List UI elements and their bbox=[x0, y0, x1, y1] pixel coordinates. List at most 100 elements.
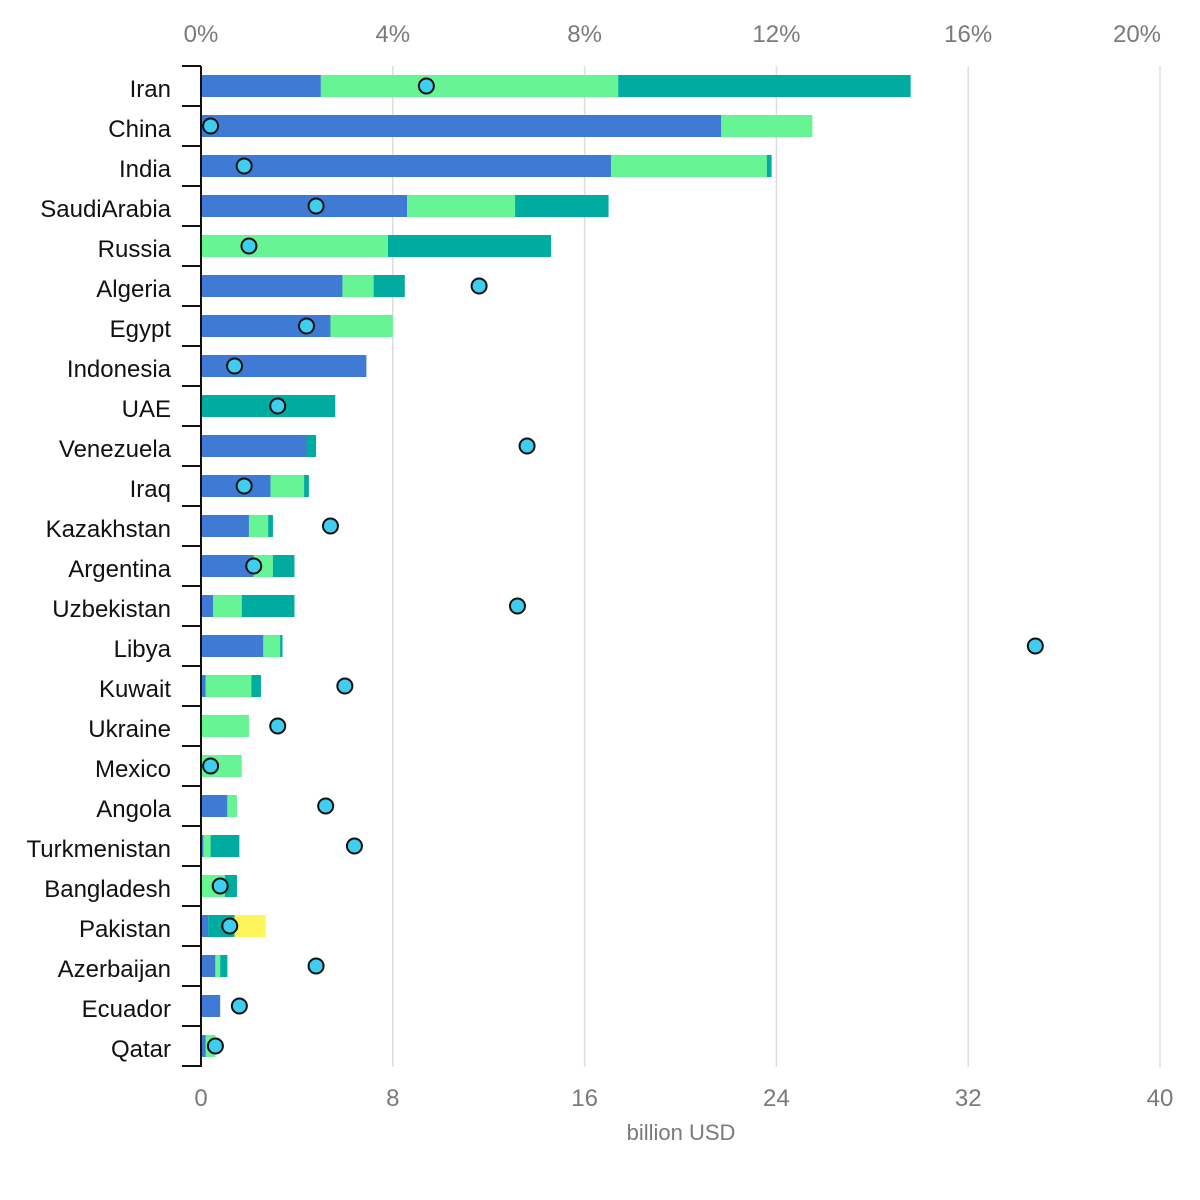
category-label: Mexico bbox=[95, 756, 171, 783]
category-label: Russia bbox=[98, 236, 172, 263]
top-tick-label: 8% bbox=[567, 21, 602, 48]
category-label: Uzbekistan bbox=[52, 596, 171, 623]
marker-point bbox=[321, 517, 339, 535]
bar-segment bbox=[388, 235, 552, 257]
marker-point bbox=[269, 717, 287, 735]
bar-segment bbox=[515, 195, 609, 217]
gridlines bbox=[392, 66, 1161, 1067]
marker-point bbox=[202, 757, 220, 775]
bar-segment bbox=[241, 595, 295, 617]
marker-point bbox=[307, 197, 325, 215]
bar-segment bbox=[330, 315, 393, 337]
marker-point bbox=[240, 237, 258, 255]
category-label: UAE bbox=[122, 396, 171, 423]
marker-point bbox=[1026, 637, 1044, 655]
category-label: SaudiArabia bbox=[40, 196, 171, 223]
bar-segment bbox=[201, 155, 611, 177]
bar-segment bbox=[618, 75, 911, 97]
marker-point bbox=[221, 917, 239, 935]
category-label: Ecuador bbox=[82, 996, 171, 1023]
x-axis-title: billion USD bbox=[627, 1120, 736, 1145]
category-label: Azerbaijan bbox=[58, 956, 171, 983]
category-label: Qatar bbox=[111, 1036, 171, 1063]
bar-segment bbox=[268, 515, 273, 537]
marker-point bbox=[336, 677, 354, 695]
bar-segment bbox=[203, 835, 211, 857]
category-label: Iran bbox=[130, 76, 171, 103]
bar-segment bbox=[212, 595, 242, 617]
bar-segment bbox=[272, 555, 295, 577]
bar-segment bbox=[201, 955, 216, 977]
marker-point bbox=[269, 397, 287, 415]
bar-segment bbox=[201, 555, 254, 577]
bar-segment bbox=[304, 475, 309, 497]
top-axis-ticks: 0% 4% 8% 12% 16% 20% bbox=[184, 21, 1161, 48]
bar-segment bbox=[251, 675, 261, 697]
bar-segment bbox=[201, 1035, 206, 1057]
markers bbox=[202, 77, 1044, 1055]
marker-point bbox=[307, 957, 325, 975]
category-label: Kuwait bbox=[99, 676, 171, 703]
x-tick-label: 16 bbox=[571, 1085, 598, 1112]
bar-segment bbox=[201, 235, 389, 257]
category-label: India bbox=[119, 156, 172, 183]
bar-segment bbox=[721, 115, 813, 137]
bar-segment bbox=[320, 75, 619, 97]
bar-segment bbox=[270, 475, 305, 497]
category-label: Angola bbox=[96, 796, 171, 823]
bar-segment bbox=[227, 795, 237, 817]
category-label: Venezuela bbox=[59, 436, 172, 463]
x-tick-label: 24 bbox=[763, 1085, 790, 1112]
bar-segment bbox=[201, 315, 331, 337]
bar-segment bbox=[201, 715, 249, 737]
bar-segment bbox=[234, 915, 266, 937]
category-label: Argentina bbox=[68, 556, 171, 583]
category-label: China bbox=[108, 116, 171, 143]
bar-segment bbox=[201, 115, 722, 137]
top-tick-label: 16% bbox=[944, 21, 992, 48]
bar-segment bbox=[201, 195, 408, 217]
bar-segment bbox=[201, 995, 221, 1017]
bar-segment bbox=[263, 635, 281, 657]
category-label: Turkmenistan bbox=[27, 836, 172, 863]
bar-segment bbox=[306, 435, 317, 457]
marker-point bbox=[508, 597, 526, 615]
bar-segment bbox=[201, 75, 321, 97]
bar-segment bbox=[210, 835, 240, 857]
category-label: Bangladesh bbox=[44, 876, 171, 903]
bar-segment bbox=[407, 195, 516, 217]
top-tick-label: 20% bbox=[1113, 21, 1161, 48]
category-label: Ukraine bbox=[88, 716, 171, 743]
marker-point bbox=[417, 77, 435, 95]
category-label: Egypt bbox=[110, 316, 172, 343]
marker-point bbox=[206, 1037, 224, 1055]
category-label: Iraq bbox=[130, 476, 171, 503]
bar-segment bbox=[205, 675, 252, 697]
bar-segment bbox=[201, 835, 204, 857]
marker-point bbox=[345, 837, 363, 855]
marker-point bbox=[297, 317, 315, 335]
bar-segment bbox=[220, 955, 228, 977]
bar-segment bbox=[201, 675, 206, 697]
marker-point bbox=[202, 117, 220, 135]
category-label: Libya bbox=[114, 636, 172, 663]
marker-point bbox=[518, 437, 536, 455]
top-tick-label: 0% bbox=[184, 21, 219, 48]
bar-segment bbox=[201, 515, 249, 537]
x-tick-label: 32 bbox=[955, 1085, 982, 1112]
category-axis: Iran China India SaudiArabia Russia Algeria Eg… bbox=[27, 65, 202, 1067]
x-tick-label: 40 bbox=[1147, 1085, 1174, 1112]
category-label: Pakistan bbox=[79, 916, 171, 943]
bar-segment bbox=[201, 355, 367, 377]
bar-segment bbox=[201, 915, 209, 937]
category-label: Kazakhstan bbox=[46, 516, 171, 543]
bar-segment bbox=[766, 155, 772, 177]
bar-segment bbox=[201, 635, 264, 657]
bottom-axis-ticks: 0 8 16 24 32 40 bbox=[194, 1085, 1173, 1112]
bar-segment bbox=[201, 275, 343, 297]
marker-point bbox=[317, 797, 335, 815]
x-tick-label: 8 bbox=[386, 1085, 399, 1112]
bar-segment bbox=[342, 275, 374, 297]
x-tick-label: 0 bbox=[194, 1085, 207, 1112]
